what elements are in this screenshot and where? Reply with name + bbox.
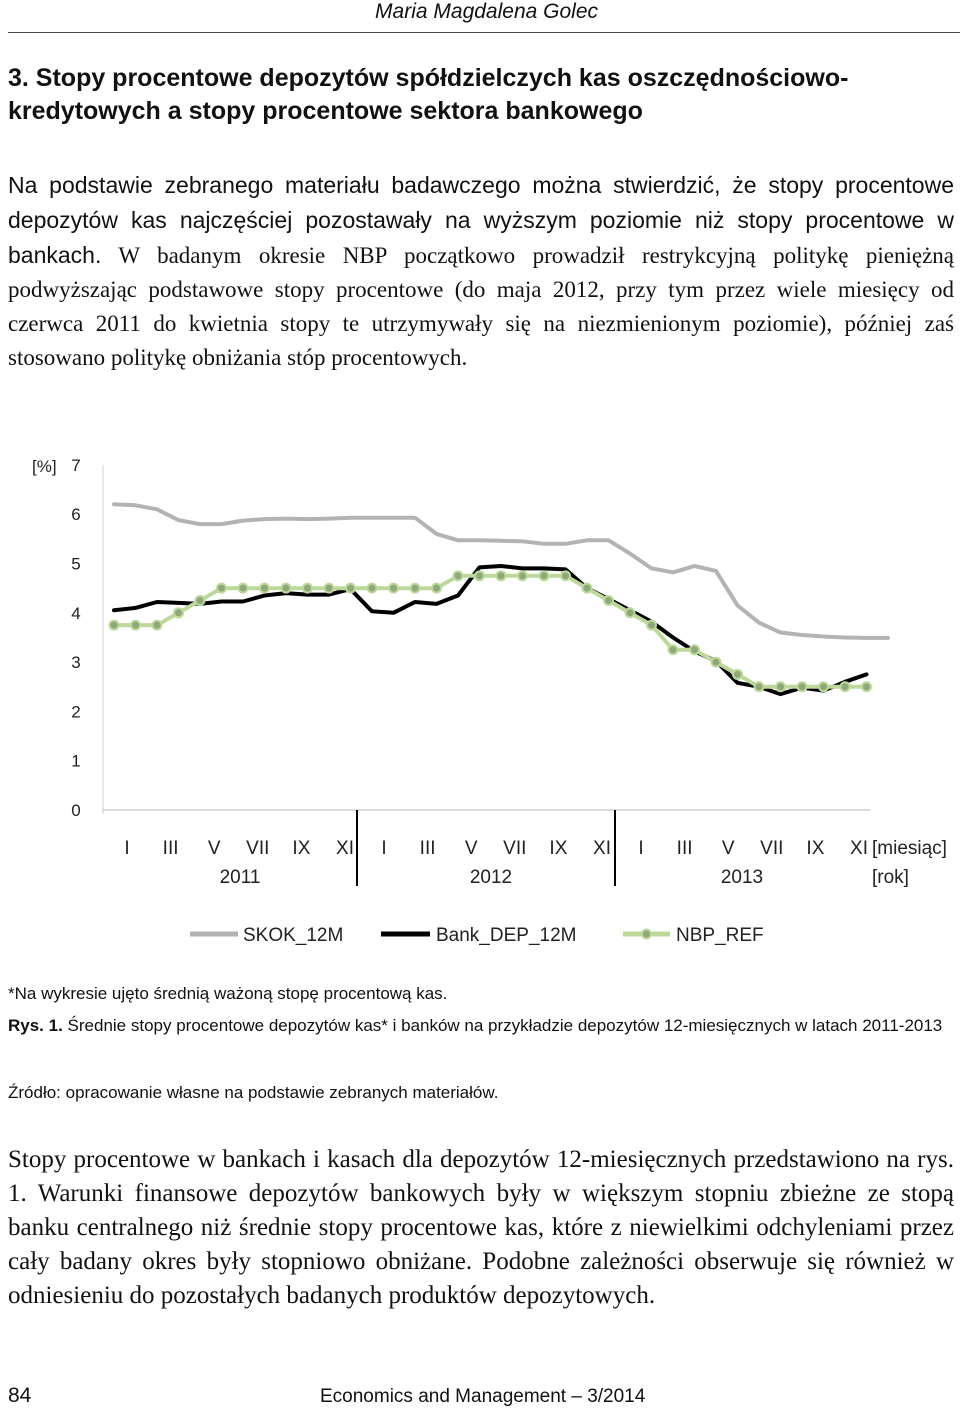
x-tick-label: III (677, 838, 693, 859)
series-markers (108, 570, 872, 693)
year-label: 2012 (470, 867, 512, 888)
journal-footer: Economics and Management – 3/2014 (320, 1386, 646, 1407)
figure-caption-text: Średnie stopy procentowe depozytów kas* … (62, 1016, 943, 1035)
section-title: 3. Stopy procentowe depozytów spółdzielc… (8, 64, 849, 125)
series-marker-nbp-ref (216, 582, 227, 594)
header-rule (8, 32, 960, 33)
series-marker-nbp-ref (345, 582, 356, 594)
body-paragraph-2: Stopy procentowe w bankach i kasach dla … (8, 1146, 954, 1309)
legend-label-skok-12m: SKOK_12M (243, 925, 343, 946)
x-tick-label: IX (292, 838, 310, 859)
body-paragraph-1: Na podstawie zebranego materiału badawcz… (8, 168, 954, 375)
series-marker-nbp-ref (775, 681, 786, 693)
series-marker-nbp-ref (753, 681, 765, 693)
x-tick-label: XI (336, 838, 354, 859)
series-marker-nbp-ref (474, 570, 485, 582)
series-marker-nbp-ref (581, 582, 593, 594)
series-marker-nbp-ref (108, 619, 120, 631)
year-label: 2013 (721, 867, 763, 888)
y-axis-unit: [%] (32, 457, 57, 476)
series-marker-nbp-ref (151, 619, 163, 631)
y-tick-labels: 0 1 2 3 4 5 6 7 (71, 456, 104, 820)
series-marker-nbp-ref (302, 582, 313, 594)
series-marker-nbp-ref (689, 644, 700, 656)
series-marker-nbp-ref (259, 582, 270, 594)
y-tick-label: 4 (71, 604, 80, 623)
series-marker-nbp-ref (517, 570, 528, 582)
series-marker-nbp-ref (130, 619, 141, 631)
y-tick-label: 3 (71, 653, 80, 672)
series-marker-nbp-ref (646, 619, 657, 631)
series-marker-nbp-ref (603, 594, 614, 606)
x-tick-label: VII (760, 838, 783, 859)
y-tick-label: 2 (71, 702, 80, 721)
series-marker-nbp-ref (388, 582, 399, 594)
running-header-author: Maria Magdalena Golec (375, 0, 598, 23)
series-marker-nbp-ref (538, 570, 550, 582)
series-marker-nbp-ref (667, 644, 679, 656)
series-marker-nbp-ref (323, 582, 335, 594)
figure-caption: Rys. 1. Średnie stopy procentowe depozyt… (8, 1009, 954, 1042)
series-marker-nbp-ref (409, 582, 421, 594)
y-tick-label: 6 (71, 505, 80, 524)
series-marker-nbp-ref (495, 570, 507, 582)
x-axis-unit-month: [miesiąc] (872, 838, 947, 859)
y-tick-label: 5 (71, 555, 80, 574)
y-tick-label: 1 (71, 752, 80, 771)
legend-marker-nbp-ref (641, 928, 652, 940)
figure-source: Źródło: opracowanie własne na podstawie … (8, 1083, 499, 1102)
chart-legend: SKOK_12M Bank_DEP_12M NBP_REF (190, 925, 764, 946)
x-tick-label: IX (806, 838, 824, 859)
series-marker-nbp-ref (861, 681, 872, 693)
series-marker-nbp-ref (796, 681, 808, 693)
series-marker-nbp-ref (431, 582, 442, 594)
series-marker-nbp-ref (818, 681, 829, 693)
x-tick-label: I (638, 838, 643, 859)
x-tick-label: XI (850, 838, 868, 859)
legend-label-nbp-ref: NBP_REF (676, 925, 764, 946)
series-marker-nbp-ref (173, 607, 184, 619)
series-marker-nbp-ref (732, 668, 743, 680)
x-axis-unit-year: [rok] (872, 867, 909, 888)
x-tick-label: III (420, 838, 436, 859)
x-tick-label: VII (503, 838, 526, 859)
x-tick-label: V (465, 838, 478, 859)
series-marker-nbp-ref (839, 681, 851, 693)
series-marker-nbp-ref (452, 570, 464, 582)
x-tick-label: I (381, 838, 386, 859)
series-line-nbp-ref (112, 573, 869, 689)
x-tick-label: III (163, 838, 179, 859)
y-tick-label: 7 (71, 456, 80, 475)
legend-label-bank-dep-12m: Bank_DEP_12M (436, 925, 576, 946)
x-axis: I III V VII IX XI I III V VII IX XI I III V VII IX XI2011… (103, 809, 870, 888)
y-tick-label: 0 (71, 801, 80, 820)
series-marker-nbp-ref (560, 570, 571, 582)
para1-sans-part: Na podstawie zebranego materiału badawcz… (8, 172, 954, 268)
figure-label: Rys. 1. (8, 1016, 63, 1035)
para1-serif-part: W badanym okresie NBP początkowo prowadz… (8, 243, 954, 370)
x-tick-label: V (208, 838, 221, 859)
year-label: 2011 (220, 867, 261, 888)
series-marker-nbp-ref (280, 582, 292, 594)
x-tick-label: IX (549, 838, 567, 859)
series-line-skok-12m (112, 502, 890, 640)
series-marker-nbp-ref (366, 582, 378, 594)
x-tick-label: I (124, 838, 129, 859)
series-marker-nbp-ref (710, 656, 722, 668)
series-lines (112, 502, 890, 697)
series-marker-nbp-ref (624, 607, 636, 619)
series-line-bank-dep-12m (112, 564, 869, 697)
figure-footnote: *Na wykresie ujęto średnią ważoną stopę … (8, 984, 448, 1003)
x-tick-label: V (722, 838, 735, 859)
page-number: 84 (8, 1384, 32, 1407)
x-tick-label: XI (593, 838, 611, 859)
x-tick-label: VII (246, 838, 269, 859)
series-marker-nbp-ref (237, 582, 249, 594)
series-marker-nbp-ref (194, 594, 206, 606)
